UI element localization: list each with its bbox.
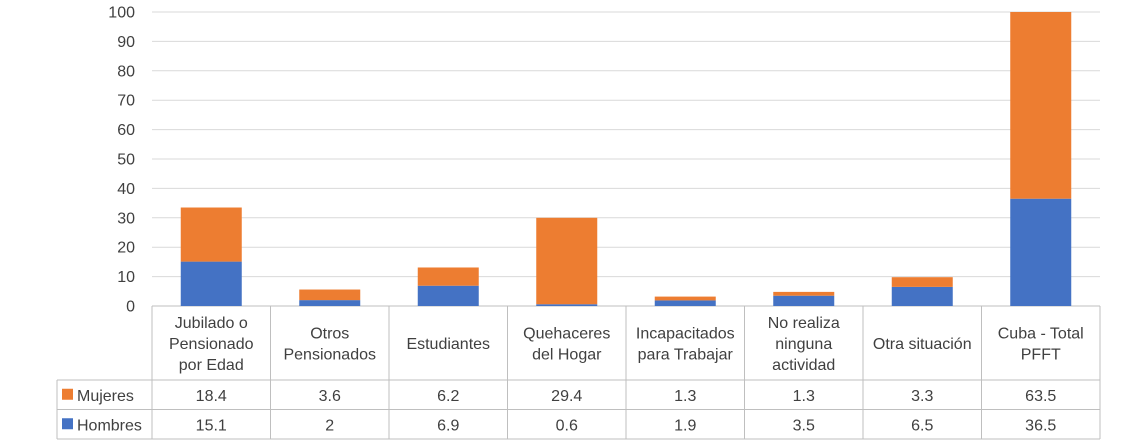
legend-key-hombres (62, 418, 73, 430)
y-tick-label: 0 (126, 299, 135, 316)
y-tick-label: 100 (108, 5, 135, 22)
data-label: 18.4 (196, 388, 227, 405)
y-axis: 0 10 20 30 40 50 60 70 80 90 100 (108, 5, 135, 316)
category-label-line: para Trabajar (638, 347, 734, 364)
category-label: Estudiantes (406, 336, 490, 353)
bar-hombres (1010, 198, 1072, 306)
bar-mujeres (180, 207, 242, 262)
gridlines (152, 11, 1100, 307)
category-label-line: por Edad (179, 357, 244, 374)
bar-hombres (536, 304, 598, 306)
row-label-mujeres: Mujeres (77, 388, 134, 405)
data-label: 6.5 (911, 417, 933, 434)
data-label: 2 (325, 417, 334, 434)
bar-hombres (417, 285, 479, 306)
data-label: 63.5 (1025, 388, 1056, 405)
data-label: 36.5 (1025, 417, 1056, 434)
category-label: Jubilado o Pensionado por Edad (169, 315, 254, 374)
data-label: 29.4 (551, 388, 582, 405)
y-tick-label: 70 (117, 93, 135, 110)
category-label-line: Incapacitados (636, 326, 735, 343)
category-label-line: ninguna (775, 336, 832, 353)
category-label-line: Cuba - Total (998, 326, 1084, 343)
y-tick-label: 40 (117, 181, 135, 198)
bar-mujeres (536, 217, 598, 305)
category-label: No realiza ninguna actividad (768, 315, 840, 374)
category-label-line: Quehaceres (523, 326, 610, 343)
data-label: 1.3 (674, 388, 696, 405)
bars (180, 12, 1072, 306)
category-label-line: Estudiantes (406, 336, 490, 353)
category-label-line: Pensionado (169, 336, 254, 353)
category-label-line: del Hogar (532, 347, 602, 364)
y-tick-label: 10 (117, 269, 135, 286)
category-label: Otros Pensionados (283, 326, 376, 364)
data-label: 0.6 (556, 417, 578, 434)
category-label-line: Otros (310, 326, 349, 343)
y-tick-label: 80 (117, 63, 135, 80)
category-label: Quehaceres del Hogar (523, 326, 610, 364)
y-tick-label: 90 (117, 34, 135, 51)
bar-mujeres (417, 267, 479, 286)
category-label-line: actividad (772, 357, 835, 374)
bar-hombres (773, 295, 835, 306)
y-tick-label: 60 (117, 122, 135, 139)
bar-hombres (891, 286, 953, 306)
data-label: 1.9 (674, 417, 696, 434)
category-label-line: Otra situación (873, 336, 972, 353)
category-label: Otra situación (873, 336, 972, 353)
bar-hombres (299, 300, 361, 306)
bar-mujeres (654, 296, 716, 301)
category-label: Incapacitados para Trabajar (636, 326, 735, 364)
data-label: 3.6 (319, 388, 341, 405)
bar-mujeres (299, 289, 361, 301)
category-label: Cuba - Total PFFT (998, 326, 1084, 364)
row-label-hombres: Hombres (77, 417, 142, 434)
data-label: 3.3 (911, 388, 933, 405)
data-label: 3.5 (793, 417, 815, 434)
bar-mujeres (891, 277, 953, 287)
category-label-line: Pensionados (283, 347, 376, 364)
bar-hombres (180, 261, 242, 306)
y-tick-label: 20 (117, 240, 135, 257)
data-label: 6.9 (437, 417, 459, 434)
category-label-line: Jubilado o (175, 315, 248, 332)
y-tick-label: 50 (117, 152, 135, 169)
bar-mujeres (773, 291, 835, 296)
data-table: Jubilado o Pensionado por Edad Otros Pension… (56, 306, 1101, 440)
data-label: 15.1 (196, 417, 227, 434)
data-label: 1.3 (793, 388, 815, 405)
category-label-line: No realiza (768, 315, 840, 332)
legend-key-mujeres (62, 388, 73, 400)
y-tick-label: 30 (117, 210, 135, 227)
data-label: 6.2 (437, 388, 459, 405)
bar-mujeres (1010, 12, 1072, 199)
category-label-line: PFFT (1021, 347, 1061, 364)
bar-hombres (654, 300, 716, 306)
